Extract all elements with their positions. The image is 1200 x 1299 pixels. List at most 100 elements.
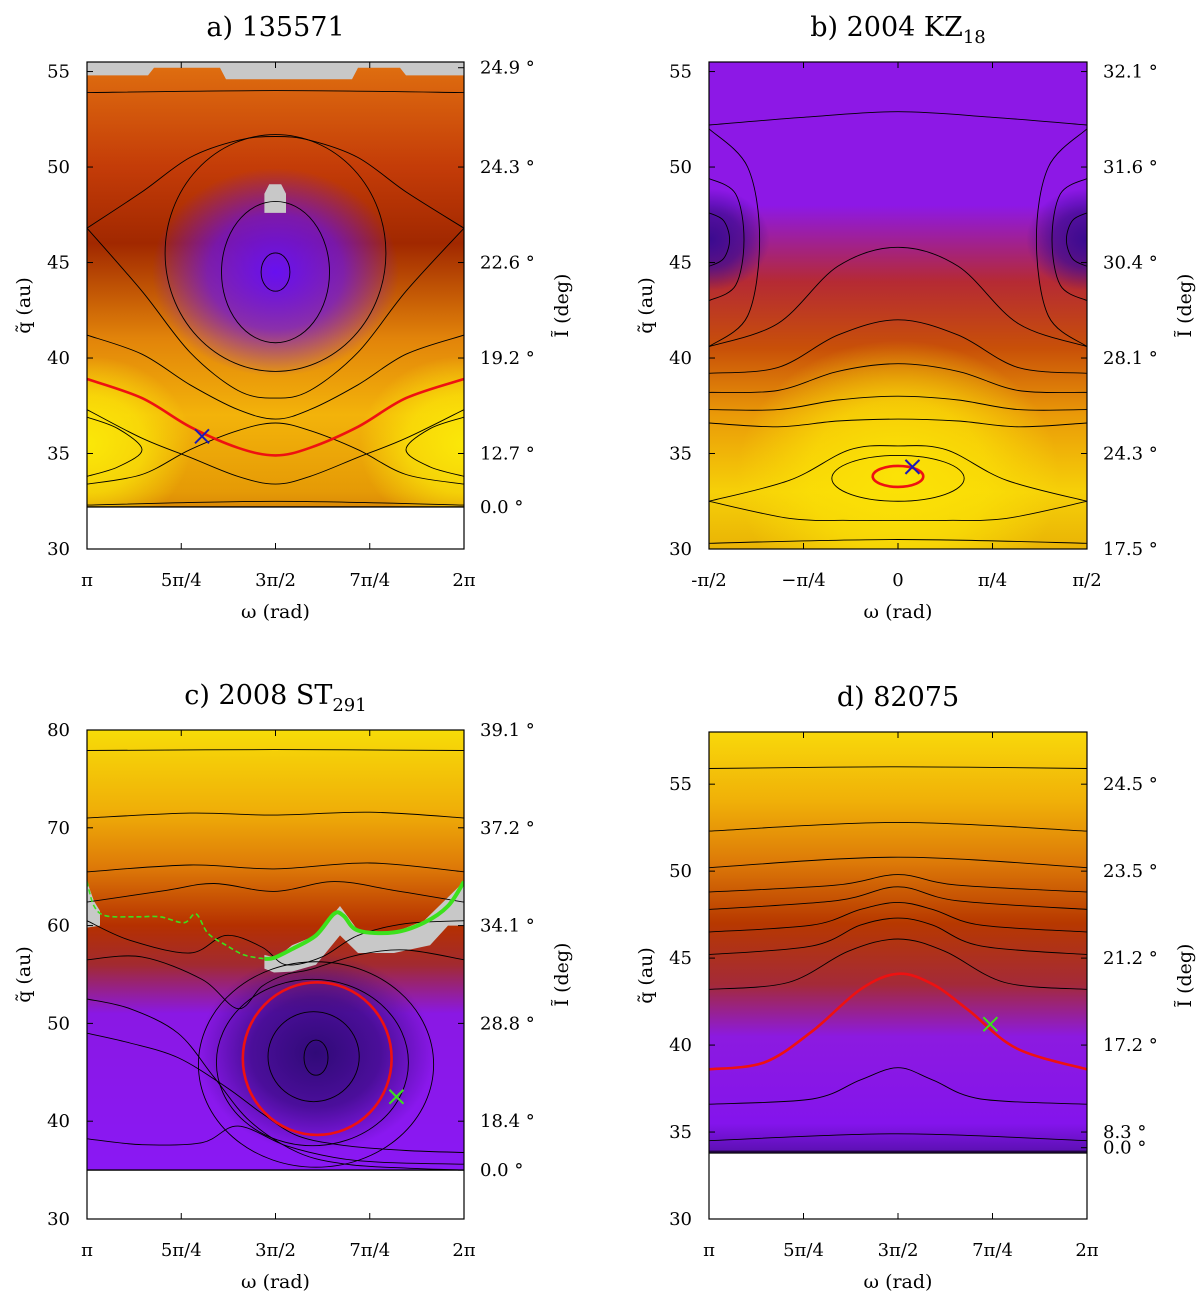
contour-line <box>405 416 464 477</box>
contour-line <box>709 766 1087 769</box>
y-tick-label: 55 <box>47 62 70 83</box>
y-tick-label: 45 <box>669 948 692 969</box>
y2-axis-label: Ĩ (deg) <box>551 943 573 1007</box>
y2-tick-label: 28.1 ° <box>1103 348 1158 369</box>
y-axis-label: q̃ (au) <box>13 946 35 1003</box>
y2-tick-label: 24.3 ° <box>480 157 535 178</box>
y-tick-label: 35 <box>669 444 692 465</box>
y-tick-label: 30 <box>47 1209 70 1230</box>
contour-line <box>87 334 464 420</box>
x-tick-label: −π/4 <box>781 570 825 591</box>
y2-axis-label: Ĩ (deg) <box>551 274 573 338</box>
current-position-marker <box>904 459 921 475</box>
object-name: 135571 <box>242 12 345 43</box>
contour-line <box>197 961 435 1168</box>
object-name: 82075 <box>873 682 959 713</box>
y2-tick-label: 34.1 ° <box>480 916 535 937</box>
panel-title: c) 2008 ST291 <box>184 680 366 716</box>
contour-line <box>709 128 761 347</box>
x-tick-label: 3π/2 <box>255 570 296 591</box>
x-tick-label: π <box>703 1240 715 1261</box>
object-name: 2004 KZ <box>847 12 963 43</box>
x-tick-label: 5π/4 <box>783 1240 824 1261</box>
y2-tick-label: 19.2 ° <box>480 348 535 369</box>
stability-boundary-dashed <box>87 881 265 960</box>
contour-line <box>709 178 745 302</box>
x-axis-label: ω (rad) <box>241 1271 310 1293</box>
contour-line <box>87 1032 464 1153</box>
contour-line <box>267 1011 360 1103</box>
contour-line <box>87 998 464 1171</box>
y2-tick-label: 24.5 ° <box>1103 774 1158 795</box>
energy-map <box>709 732 1087 1153</box>
contour-line <box>831 454 965 502</box>
contour-line <box>87 416 143 477</box>
energy-extremum <box>1026 188 1087 291</box>
x-tick-label: 2π <box>1075 1240 1098 1261</box>
plot-area <box>87 730 464 1219</box>
y-tick-label: 50 <box>669 861 692 882</box>
y2-tick-label: 30.4 ° <box>1103 253 1158 274</box>
forbidden-region <box>87 506 464 549</box>
contour-line <box>221 200 330 344</box>
contour-line <box>709 395 1087 411</box>
current-position-marker <box>388 1089 405 1105</box>
panel-title: d) 82075 <box>837 682 959 713</box>
y2-tick-label: 17.2 ° <box>1103 1035 1158 1056</box>
contour-line <box>87 1125 464 1165</box>
y-tick-label: 40 <box>47 348 70 369</box>
y2-tick-label: 39.1 ° <box>480 720 535 741</box>
unstable-region <box>264 881 464 973</box>
object-trajectory <box>241 980 393 1137</box>
contour-line <box>709 1067 1087 1105</box>
current-position-marker <box>982 1016 999 1032</box>
panel-letter: a) <box>206 12 241 43</box>
y2-tick-label: 12.7 ° <box>480 444 535 465</box>
panel-title: b) 2004 KZ18 <box>810 12 986 48</box>
y2-tick-label: 24.9 ° <box>480 58 535 79</box>
x-tick-label: 0 <box>892 570 903 591</box>
y-tick-label: 50 <box>47 157 70 178</box>
contour-line <box>709 418 1087 428</box>
contour-line <box>87 422 464 485</box>
contour-line <box>1065 212 1087 267</box>
marker-stroke <box>982 1016 999 1032</box>
y2-tick-label: 0.0 ° <box>1103 1138 1146 1159</box>
y2-tick-label: 18.4 ° <box>480 1111 535 1132</box>
y2-tick-label: 23.5 ° <box>1103 861 1158 882</box>
current-position-marker <box>194 428 210 445</box>
y-tick-label: 50 <box>47 1013 70 1034</box>
x-tick-label: π/2 <box>1072 570 1101 591</box>
plot-area <box>87 62 464 549</box>
y-tick-label: 45 <box>47 253 70 274</box>
energy-extremum <box>709 188 770 291</box>
marker-stroke <box>388 1089 405 1105</box>
x-tick-label: 3π/2 <box>878 1240 919 1261</box>
y-tick-label: 40 <box>47 1111 70 1132</box>
contour-line <box>709 500 1087 521</box>
unstable-region <box>264 184 286 213</box>
y2-tick-label: 0.0 ° <box>480 497 523 518</box>
contour-line <box>87 811 464 819</box>
forbidden-region <box>709 1152 1087 1219</box>
y2-tick-label: 0.0 ° <box>480 1160 523 1181</box>
y-tick-label: 60 <box>47 916 70 937</box>
y2-tick-label: 21.2 ° <box>1103 948 1158 969</box>
contour-line <box>709 901 1087 933</box>
object-name: 2008 ST <box>219 680 333 711</box>
contour-line <box>709 874 1087 893</box>
y-tick-label: 55 <box>669 62 692 83</box>
contour-line <box>709 917 1087 956</box>
panel-b: -π/2 −π/4 0 π/4 π/2 30 35 40 45 50 55 32.1 ° 31.6 ° 3… <box>635 12 1196 623</box>
contour-line <box>709 856 1087 869</box>
panel-a: π 5π/4 3π/2 7π/4 2π 30 35 40 45 50 55 24.9 ° 24.3 ° 2… <box>13 12 573 623</box>
y2-tick-label: 32.1 ° <box>1103 62 1158 83</box>
panel-letter: d) <box>837 682 873 713</box>
y2-tick-label: 22.6 ° <box>480 253 535 274</box>
x-tick-label: 2π <box>452 570 475 591</box>
contour-line <box>1035 128 1087 347</box>
y2-tick-label: 28.8 ° <box>480 1013 535 1034</box>
y2-tick-label: 8.3 ° <box>1103 1122 1146 1143</box>
y2-axis-label: Ĩ (deg) <box>1174 944 1196 1008</box>
